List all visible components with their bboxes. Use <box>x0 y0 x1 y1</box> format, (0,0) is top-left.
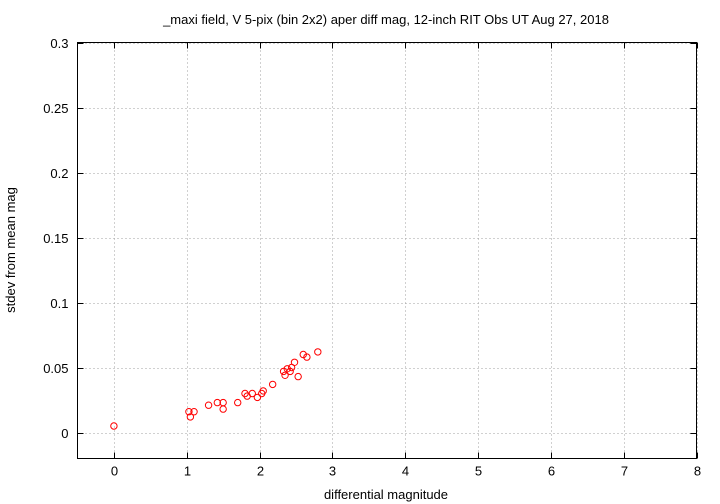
x-tick-label: 4 <box>402 464 409 479</box>
data-point <box>268 380 277 389</box>
plot-frame <box>77 42 697 459</box>
x-tick-label: 5 <box>475 464 482 479</box>
data-point <box>234 398 242 407</box>
data-point <box>204 401 213 409</box>
data-point <box>286 367 294 376</box>
data-point <box>186 413 195 421</box>
grid-lines <box>77 42 698 459</box>
y-tick-label: 0.25 <box>43 101 68 116</box>
x-tick-label: 6 <box>548 464 555 479</box>
y-tick-label: 0.05 <box>43 361 68 376</box>
x-tick-label: 1 <box>184 464 191 479</box>
tick-marks <box>77 42 698 459</box>
data-point <box>303 353 311 361</box>
data-point <box>248 389 256 398</box>
data-point <box>185 408 193 416</box>
data-point <box>290 358 299 366</box>
data-point <box>259 387 267 395</box>
chart-title: _maxi field, V 5-pix (bin 2x2) aper diff… <box>162 12 609 27</box>
y-axis-label: stdev from mean mag <box>3 187 18 313</box>
data-point <box>190 408 198 416</box>
x-tick-label: 0 <box>111 464 118 479</box>
data-point <box>281 371 289 379</box>
x-tick-labels: 0 1 2 3 4 5 6 7 8 <box>111 464 701 479</box>
y-tick-label: 0.3 <box>50 36 68 51</box>
data-point <box>294 372 302 381</box>
data-points <box>110 348 322 430</box>
y-tick-label: 0.15 <box>43 231 68 246</box>
x-tick-label: 8 <box>694 464 701 479</box>
data-point <box>213 398 222 407</box>
x-tick-label: 2 <box>257 464 264 479</box>
x-tick-label: 7 <box>621 464 628 479</box>
y-tick-label: 0.2 <box>50 166 68 181</box>
x-axis-label: differential magnitude <box>324 487 448 502</box>
data-point <box>110 422 118 430</box>
y-tick-label: 0.1 <box>50 296 68 311</box>
data-point <box>219 405 227 413</box>
y-tick-label: 0 <box>61 426 68 441</box>
y-tick-labels: 0 0.05 0.1 0.15 0.2 0.25 0.3 <box>43 36 68 441</box>
data-point <box>314 348 322 356</box>
x-tick-label: 3 <box>329 464 336 479</box>
data-point <box>253 393 262 402</box>
